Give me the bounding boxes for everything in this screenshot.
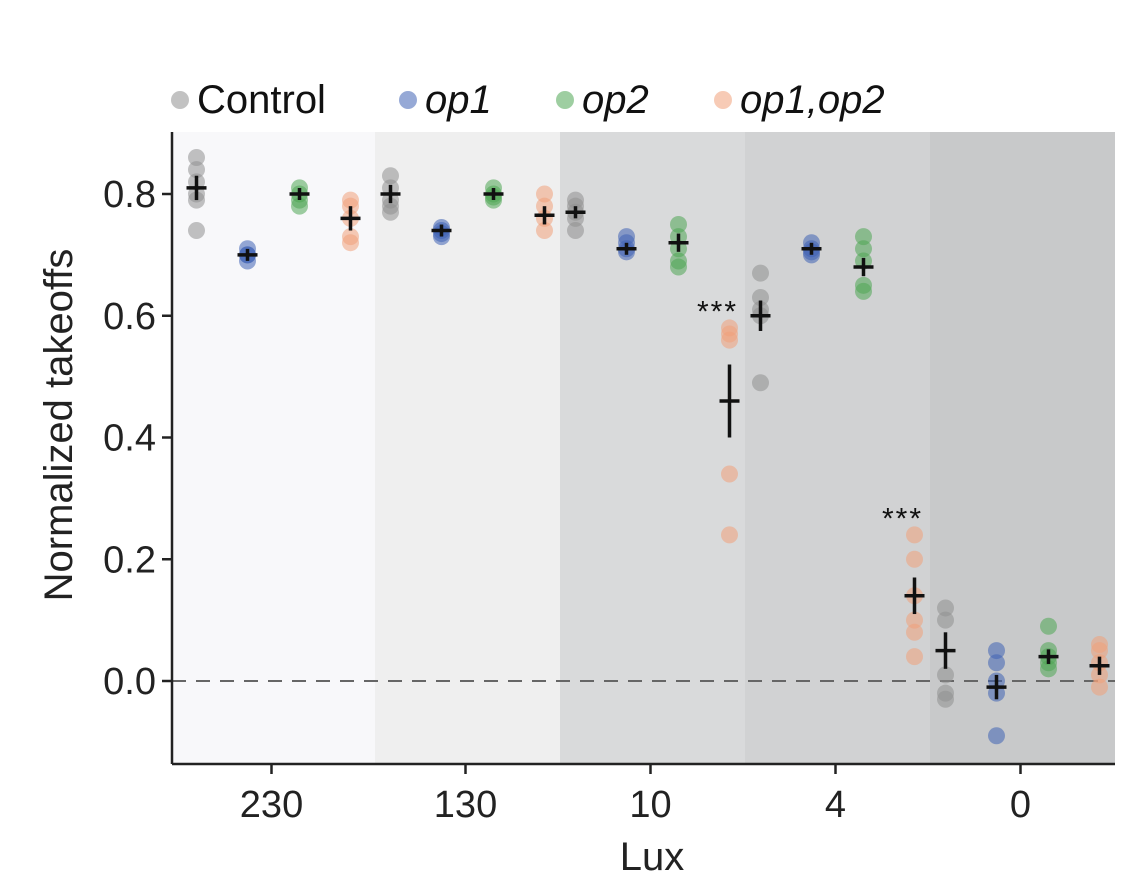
data-point — [188, 148, 205, 166]
band-4 — [745, 132, 930, 764]
x-tick-label: 230 — [240, 784, 303, 826]
legend-entry: op2 — [556, 78, 649, 122]
axes: 0.8 0.6 0.4 0.2 0.0 230 130 10 4 0 Lux Normalized t… — [37, 132, 1115, 872]
legend: Control op1 op2 op1,op2 — [171, 78, 885, 122]
y-axis-title: Normalized takeoffs — [37, 249, 81, 602]
data-point — [485, 191, 502, 209]
significance-annotations: *** *** — [697, 296, 923, 536]
significance-stars: *** — [697, 296, 738, 329]
data-point — [721, 526, 738, 544]
data-point — [906, 648, 923, 666]
data-point — [188, 161, 205, 179]
mean-error-bar — [668, 233, 689, 252]
x-axis-title: Lux — [620, 835, 685, 872]
mean-error-bar — [431, 224, 452, 237]
y-tick-label: 0.6 — [103, 296, 156, 338]
y-tick-label: 0.0 — [103, 661, 156, 703]
data-point — [937, 690, 954, 708]
mean-error-bar — [186, 175, 207, 201]
band-0 — [930, 132, 1115, 764]
data-point — [567, 222, 584, 240]
data-point — [1040, 617, 1057, 635]
data-point — [752, 264, 769, 282]
data-point — [670, 215, 687, 233]
data-point — [382, 167, 399, 185]
legend-entry: op1 — [399, 78, 492, 122]
legend-swatch — [171, 91, 189, 109]
data-point — [988, 654, 1005, 672]
y-tick-label: 0.2 — [103, 539, 156, 581]
x-tick-label: 4 — [825, 784, 846, 826]
data-point — [803, 246, 820, 264]
data-point — [906, 611, 923, 629]
data-point — [906, 623, 923, 641]
data-point — [1091, 642, 1108, 660]
legend-swatch — [714, 91, 732, 109]
legend-label: op1,op2 — [740, 78, 885, 122]
data-point — [342, 234, 359, 252]
light-level-bands — [172, 132, 1115, 764]
legend-swatch — [556, 91, 574, 109]
data-point — [433, 228, 450, 246]
data-point — [855, 240, 872, 258]
mean-error-bar — [935, 632, 956, 669]
mean-error-bar — [1038, 649, 1059, 664]
x-tick-label: 10 — [629, 784, 671, 826]
data-point — [382, 203, 399, 221]
mean-error-bar — [801, 242, 822, 255]
significance-stars: *** — [882, 503, 923, 536]
data-point — [188, 222, 205, 240]
data-point — [670, 258, 687, 276]
band-230 — [172, 132, 375, 764]
legend-entry: Control — [171, 78, 326, 122]
mean-error-bar — [534, 206, 555, 225]
mean-error-bar — [380, 184, 401, 204]
data-point — [988, 727, 1005, 745]
mean-error-bar — [719, 364, 740, 438]
legend-swatch — [399, 91, 417, 109]
data-point — [752, 374, 769, 392]
data-point — [937, 599, 954, 617]
data-point — [1091, 678, 1108, 696]
legend-entry: op1,op2 — [714, 78, 885, 122]
legend-label: Control — [197, 78, 326, 122]
mean-error-bar — [483, 188, 504, 200]
mean-error-bars — [186, 175, 1110, 700]
data-points — [188, 148, 1108, 745]
data-point — [855, 228, 872, 246]
data-point — [937, 611, 954, 629]
mean-error-bar — [1089, 656, 1110, 675]
data-point — [906, 550, 923, 568]
data-point — [1040, 660, 1057, 678]
mean-error-bar — [340, 206, 361, 231]
mean-error-bar — [289, 188, 310, 200]
mean-error-bar — [750, 300, 771, 331]
x-tick-label: 0 — [1010, 784, 1031, 826]
y-tick-label: 0.4 — [103, 418, 156, 460]
data-point — [906, 526, 923, 544]
y-tick-label: 0.8 — [103, 174, 156, 216]
data-point — [855, 282, 872, 300]
legend-label: op1 — [425, 78, 492, 122]
data-point — [721, 465, 738, 483]
mean-error-bar — [904, 577, 925, 615]
data-point — [536, 185, 553, 203]
band-130 — [375, 132, 560, 764]
mean-error-bar — [986, 674, 1007, 700]
data-point — [239, 252, 256, 270]
data-point — [988, 642, 1005, 660]
mean-error-bar — [616, 242, 637, 255]
mean-error-bar — [565, 206, 586, 219]
x-tick-label: 130 — [434, 784, 497, 826]
data-point — [536, 222, 553, 240]
data-point — [752, 288, 769, 306]
mean-error-bar — [853, 257, 874, 277]
data-point — [291, 197, 308, 215]
band-10 — [560, 132, 745, 764]
data-point — [937, 666, 954, 684]
mean-error-bar — [237, 248, 258, 261]
legend-label: op2 — [582, 78, 649, 122]
data-point — [721, 331, 738, 349]
